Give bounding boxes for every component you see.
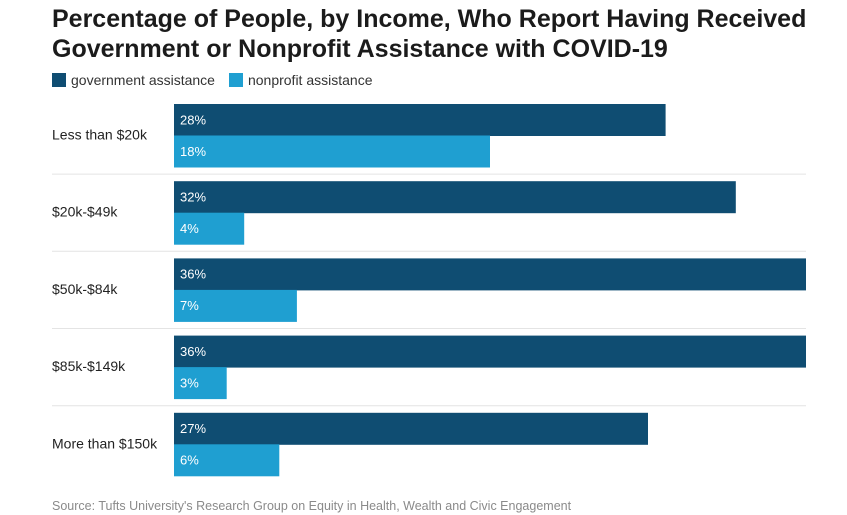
data-label: 3% bbox=[180, 375, 199, 390]
category-label: $50k-$84k bbox=[52, 281, 118, 297]
legend-label-government: government assistance bbox=[71, 72, 215, 88]
data-label: 36% bbox=[180, 344, 206, 359]
bar-government bbox=[174, 258, 806, 291]
bar-government bbox=[174, 412, 648, 445]
category-label: Less than $20k bbox=[52, 127, 148, 143]
bar-nonprofit bbox=[174, 367, 227, 400]
chart-legend: government assistance nonprofit assistan… bbox=[52, 72, 387, 88]
category-label: $85k-$149k bbox=[52, 358, 126, 374]
data-label: 32% bbox=[180, 189, 206, 204]
data-label: 7% bbox=[180, 298, 199, 313]
legend-swatch-government bbox=[52, 73, 66, 87]
legend-label-nonprofit: nonprofit assistance bbox=[247, 72, 373, 88]
bar-nonprofit bbox=[174, 289, 297, 322]
bar-government bbox=[174, 104, 666, 136]
bar-nonprofit bbox=[174, 135, 490, 168]
source-note: Source: Tufts University's Research Grou… bbox=[52, 499, 572, 513]
category-label: $20k-$49k bbox=[52, 204, 118, 220]
data-label: 18% bbox=[180, 144, 206, 159]
bar-nonprofit bbox=[174, 212, 245, 245]
bar-government bbox=[174, 335, 806, 368]
chart-title: Percentage of People, by Income, Who Rep… bbox=[52, 5, 807, 63]
legend-item-government: government assistance bbox=[52, 72, 215, 88]
data-label: 6% bbox=[180, 453, 199, 468]
bar-government bbox=[174, 181, 736, 214]
data-label: 27% bbox=[180, 421, 206, 436]
data-label: 4% bbox=[180, 221, 199, 236]
category-label: More than $150k bbox=[52, 435, 158, 451]
data-label: 36% bbox=[180, 267, 206, 282]
legend-item-nonprofit: nonprofit assistance bbox=[228, 72, 373, 88]
legend-swatch-nonprofit bbox=[228, 73, 243, 87]
data-label: 28% bbox=[180, 112, 206, 127]
bar-nonprofit bbox=[174, 444, 280, 477]
